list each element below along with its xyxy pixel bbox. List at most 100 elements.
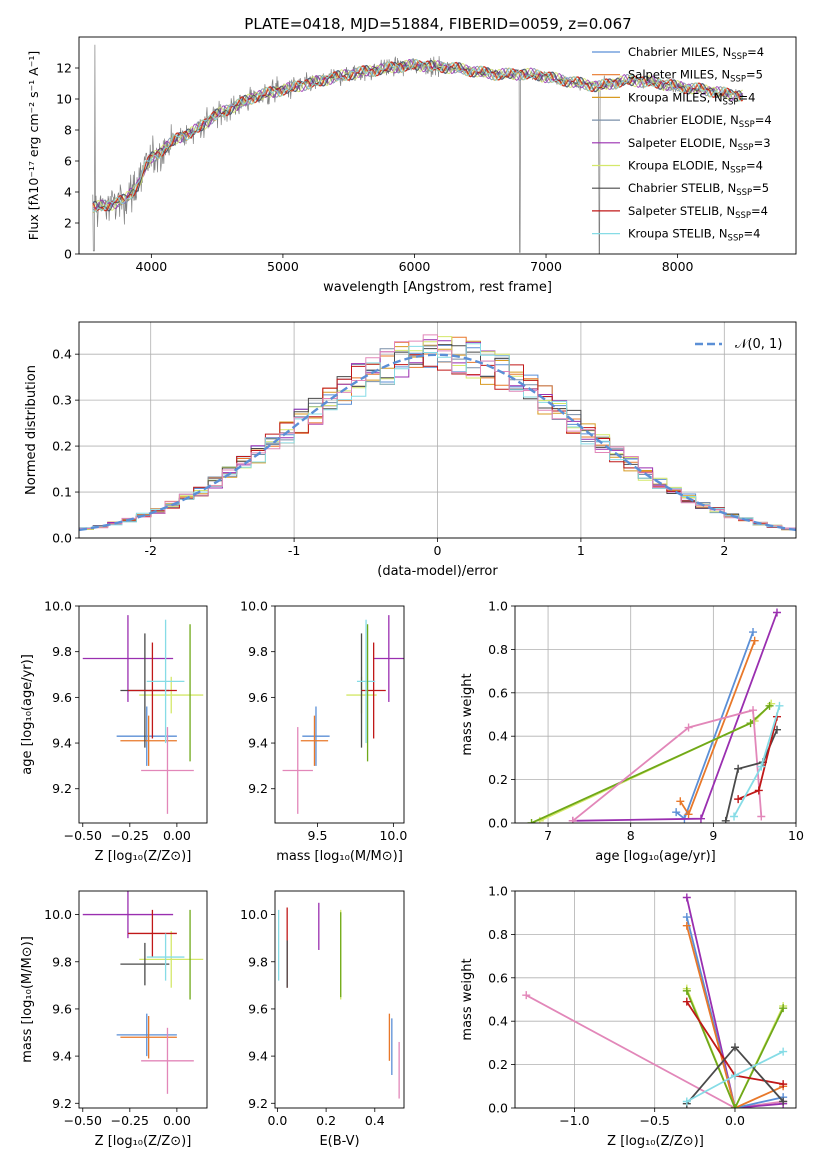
y-tick-label: 0 [64, 247, 72, 262]
series-line [531, 705, 771, 823]
axes-frame [78, 605, 208, 824]
y-tick-label: 0.0 [488, 816, 508, 831]
plot-area [527, 608, 784, 823]
y-tick-label: 0.2 [488, 772, 508, 787]
axes-frame [514, 605, 797, 824]
x-tick-label: 7000 [530, 259, 562, 274]
plot-area [522, 893, 788, 1108]
x-tick-label: 0.00 [163, 1113, 191, 1128]
series-point [779, 1097, 788, 1106]
x-tick-label: 2 [720, 543, 728, 558]
y-tick-label: 0.8 [488, 642, 508, 657]
y-tick-label: 9.2 [248, 781, 268, 796]
y-tick-label: 9.6 [248, 1001, 268, 1016]
x-tick-label: 0.00 [163, 828, 191, 843]
legend-label: 𝒩(0, 1) [735, 337, 782, 352]
y-tick-label: 9.8 [52, 644, 72, 659]
series-point [775, 701, 784, 710]
y-tick-label: 12 [56, 61, 72, 76]
legend-label: Chabrier STELIB, NSSP=5 [628, 181, 769, 198]
series-point [765, 701, 774, 710]
y-tick-label: 10.0 [240, 599, 268, 614]
x-tick-label: -2 [144, 543, 156, 558]
plot-area [79, 334, 796, 532]
series-point [757, 762, 766, 771]
y-tick-label: 10.0 [240, 907, 268, 922]
y-axis-label: Normed distribution [24, 365, 39, 495]
axes-frame [274, 605, 405, 824]
x-axis-label: Z [log₁₀(Z/Z⊙)] [95, 849, 192, 864]
y-tick-label: 9.6 [248, 690, 268, 705]
y-axis-label: mass [log₁₀(M/M⊙)] [20, 936, 35, 1063]
series-point [682, 893, 691, 902]
y-tick-label: 9.4 [248, 1049, 268, 1064]
x-tick-label: 8000 [662, 259, 694, 274]
y-tick-label: 0.4 [488, 1014, 508, 1029]
series-point [672, 808, 681, 817]
y-tick-label: 0.3 [52, 393, 72, 408]
y-tick-label: 9.6 [52, 1001, 72, 1016]
series-line [685, 897, 784, 1108]
series-line [525, 994, 784, 1108]
series-point [749, 628, 758, 637]
series-point [682, 1097, 691, 1106]
x-tick-label: −0.5 [640, 1113, 670, 1128]
x-tick-label: 1 [577, 543, 585, 558]
y-tick-label: 0.0 [52, 531, 72, 546]
x-tick-label: 0 [434, 543, 442, 558]
x-tick-label: 5000 [267, 259, 299, 274]
spectrum-model-line [92, 59, 744, 213]
legend-label: Kroupa ELODIE, NSSP=4 [628, 159, 763, 176]
x-axis-label: E(B-V) [319, 1134, 359, 1149]
x-tick-label: −1.0 [559, 1113, 589, 1128]
y-tick-label: 10.0 [44, 907, 72, 922]
legend-label: Kroupa STELIB, NSSP=4 [628, 227, 760, 244]
series-line [685, 925, 784, 1108]
series-point [522, 991, 531, 1000]
x-tick-label: 0.0 [725, 1113, 745, 1128]
series-point [730, 1043, 739, 1052]
plot-area [278, 902, 400, 1099]
axes-frame [78, 890, 208, 1109]
axes-frame [78, 36, 797, 255]
x-axis-label: age [log₁₀(age/yr)] [595, 849, 716, 864]
axes-age_vs_Z: −0.50 −0.25 0.00 9.2 9.4 9.6 9.8 10.0 Z [log₁₀(Z… [20, 599, 208, 864]
series-point [779, 1080, 788, 1089]
y-tick-label: 0.2 [52, 439, 72, 454]
y-tick-label: 0.6 [488, 970, 508, 985]
y-tick-label: 9.4 [52, 1049, 72, 1064]
legend-label: Chabrier ELODIE, NSSP=4 [628, 113, 772, 130]
x-tick-label: 9.5 [308, 828, 328, 843]
x-tick-label: −0.25 [111, 828, 149, 843]
axes-mass_vs_Z: −0.50 −0.25 0.00 9.2 9.4 9.6 9.8 10.0 Z [log₁₀(Z… [20, 890, 208, 1149]
axes-frame [274, 890, 405, 1109]
y-tick-label: 9.4 [52, 736, 72, 751]
series-point [772, 608, 781, 617]
series-point [730, 1104, 739, 1108]
series-point [757, 812, 766, 821]
axes-mass_vs_ebv: 0.0 0.2 0.4 9.2 9.4 9.6 9.8 10.0 E(B-V) [240, 890, 405, 1149]
x-tick-label: -1 [288, 543, 300, 558]
series-point [750, 636, 759, 645]
series-point [684, 723, 693, 732]
y-tick-label: 4 [64, 185, 72, 200]
x-tick-label: 0.2 [316, 1113, 336, 1128]
x-axis-label: Z [log₁₀(Z/Z⊙)] [607, 1134, 704, 1149]
series-line [675, 631, 754, 821]
y-tick-label: 9.6 [52, 690, 72, 705]
histogram-step [79, 354, 796, 530]
y-axis-label: mass weight [460, 958, 475, 1040]
figure-title: PLATE=0418, MJD=51884, FIBERID=0059, z=0… [244, 15, 631, 33]
series-point [730, 1071, 739, 1080]
series-point [730, 812, 739, 821]
y-axis-label: Flux [fλ10⁻¹⁷ erg cm⁻² s⁻¹ A⁻¹] [26, 51, 41, 240]
spectrum-model-line [92, 59, 743, 211]
legend-label: Salpeter STELIB, NSSP=4 [628, 204, 768, 221]
legend: Chabrier MILES, NSSP=4 Salpeter MILES, NS… [592, 45, 772, 244]
x-tick-label: 10.0 [379, 828, 407, 843]
plot-area [282, 615, 404, 814]
series-point [682, 913, 691, 922]
plot-area [82, 615, 204, 814]
series-point [779, 1047, 788, 1056]
